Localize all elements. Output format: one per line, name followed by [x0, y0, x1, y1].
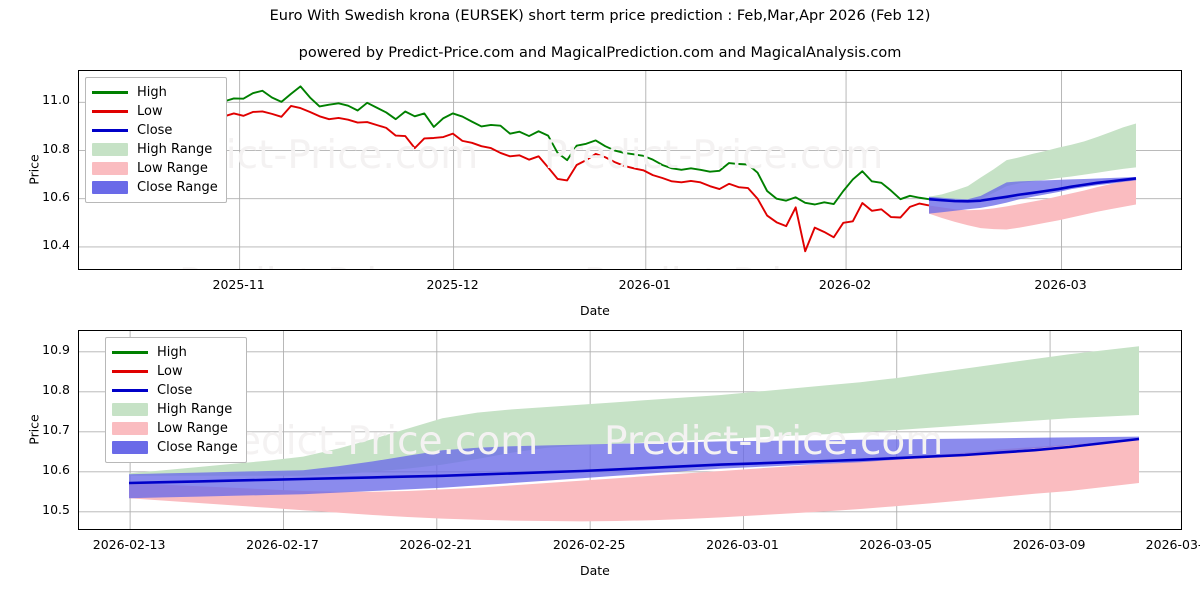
overview-legend-item: Close: [92, 121, 218, 140]
x-tick-label: 2026-03-01: [706, 537, 779, 552]
detail-series-layer: [79, 331, 1181, 529]
x-tick-label: 2026-03-05: [859, 537, 933, 552]
legend-label: High Range: [157, 402, 233, 417]
x-tick-label: 2025-11: [212, 277, 265, 292]
y-tick-label: 10.7: [42, 421, 70, 437]
legend-swatch-close-icon: [112, 384, 148, 397]
overview-x-axis-label: Date: [580, 303, 610, 318]
x-tick-label: 2026-02-17: [246, 537, 319, 552]
x-tick-label: 2026-03-09: [1012, 537, 1086, 552]
y-tick-label: 10.4: [42, 236, 70, 252]
overview-legend-item: Low: [92, 102, 218, 121]
overview-x-axis-label-text: Date: [580, 303, 610, 318]
legend-label: Close Range: [157, 440, 238, 455]
figure-title: Euro With Swedish krona (EURSEK) short t…: [269, 8, 931, 24]
x-tick-label: 2026-01: [618, 277, 671, 292]
legend-swatch-low-range-icon: [112, 422, 148, 435]
legend-label: High: [137, 85, 167, 100]
y-tick-label: 10.8: [42, 381, 70, 397]
x-tick-label: 2026-03: [1034, 277, 1087, 292]
overview-y-axis-label-text: Price: [26, 154, 42, 185]
x-tick-label: 2026-02-13: [92, 537, 166, 552]
y-tick-label: 10.5: [42, 501, 70, 517]
legend-label: High: [157, 345, 187, 360]
legend-label: Close: [157, 383, 193, 398]
detail-legend-item: High Range: [112, 400, 238, 419]
overview-chart: Predict-Price.com Predict-Price.com Pred…: [78, 70, 1182, 270]
detail-legend-item: High: [112, 343, 238, 362]
y-tick-label: 10.9: [42, 341, 70, 357]
detail-legend-item: Close Range: [112, 438, 238, 457]
legend-label: Close Range: [137, 180, 218, 195]
detail-legend-item: Close: [112, 381, 238, 400]
legend-label: Close: [137, 123, 173, 138]
legend-label: Low Range: [137, 161, 208, 176]
legend-swatch-high-icon: [112, 346, 148, 359]
legend-label: Low: [157, 364, 183, 379]
x-tick-label: 2026-02-21: [399, 537, 473, 552]
overview-legend-item: Close Range: [92, 178, 218, 197]
overview-legend-item: High Range: [92, 140, 218, 159]
legend-swatch-high-range-icon: [92, 143, 128, 156]
legend-swatch-low-icon: [112, 365, 148, 378]
legend-swatch-high-range-icon: [112, 403, 148, 416]
legend-swatch-close-range-icon: [112, 441, 148, 454]
detail-legend-item: Low: [112, 362, 238, 381]
detail-legend-item: Low Range: [112, 419, 238, 438]
detail-legend: High Low Close High Range Low Range Close Ran…: [105, 337, 247, 463]
legend-label: High Range: [137, 142, 213, 157]
legend-label: Low: [137, 104, 163, 119]
y-tick-label: 11.0: [42, 92, 70, 108]
legend-swatch-high-icon: [92, 86, 128, 99]
y-tick-label: 10.8: [42, 140, 70, 156]
x-tick-label: 2026-02-25: [552, 537, 626, 552]
overview-series-layer: [79, 71, 1181, 269]
legend-label: Low Range: [157, 421, 228, 436]
overview-legend: High Low Close High Range Low Range Close Ran…: [85, 77, 227, 203]
x-tick-label: 2025-12: [426, 277, 479, 292]
legend-swatch-low-range-icon: [92, 162, 128, 175]
x-tick-label: 2026-03-13: [1145, 537, 1200, 552]
detail-x-axis-label-text: Date: [580, 563, 610, 578]
y-tick-label: 10.6: [42, 461, 70, 477]
legend-swatch-low-icon: [92, 105, 128, 118]
overview-legend-item: High: [92, 83, 218, 102]
detail-x-axis-label: Date: [580, 563, 610, 578]
x-tick-label: 2026-02: [818, 277, 872, 292]
overview-legend-item: Low Range: [92, 159, 218, 178]
y-tick-label: 10.6: [42, 188, 70, 204]
legend-swatch-close-range-icon: [92, 181, 128, 194]
figure-subtitle: powered by Predict-Price.com and Magical…: [298, 45, 902, 61]
overview-plot-area: Predict-Price.com Predict-Price.com Pred…: [78, 70, 1182, 270]
legend-swatch-close-icon: [92, 124, 128, 137]
